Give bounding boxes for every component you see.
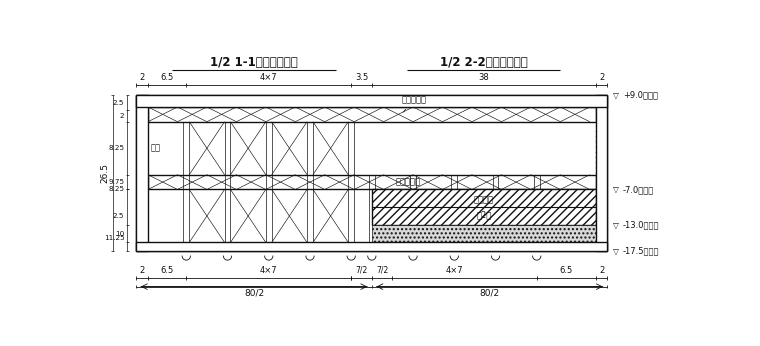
Bar — [136, 95, 148, 251]
Text: 8.25: 8.25 — [109, 186, 125, 192]
Text: 吊杆: 吊杆 — [151, 144, 161, 153]
Text: 2.5: 2.5 — [113, 100, 125, 106]
Bar — [136, 95, 607, 107]
Text: ▽: ▽ — [613, 220, 619, 229]
Text: 7/2: 7/2 — [356, 266, 368, 275]
Text: 8.25: 8.25 — [109, 145, 125, 151]
Bar — [372, 190, 596, 225]
Text: 2: 2 — [140, 73, 144, 82]
Text: 80/2: 80/2 — [480, 289, 499, 298]
Bar — [148, 107, 596, 122]
Bar — [596, 95, 607, 251]
Text: 2: 2 — [120, 113, 125, 119]
Text: 6.5: 6.5 — [559, 266, 573, 275]
Text: 9.75: 9.75 — [109, 179, 125, 185]
Text: ▽: ▽ — [613, 185, 619, 194]
Text: 1/2 1-1（封底施工）: 1/2 1-1（封底施工） — [211, 56, 298, 69]
Text: -7.0承台顶: -7.0承台顶 — [622, 185, 654, 194]
Text: 顶层内支撑: 顶层内支撑 — [401, 95, 426, 112]
Text: 浇注承台: 浇注承台 — [473, 195, 494, 204]
Text: 4×7: 4×7 — [260, 73, 277, 82]
Bar — [136, 243, 607, 251]
Text: 6.5: 6.5 — [160, 266, 174, 275]
Text: ▽: ▽ — [613, 247, 619, 256]
Text: 80/2: 80/2 — [244, 289, 264, 298]
Text: 3.5: 3.5 — [355, 73, 368, 82]
Text: -17.5吊箱底: -17.5吊箱底 — [622, 247, 659, 256]
Text: +9.0吊箱顶: +9.0吊箱顶 — [622, 91, 657, 100]
Text: 1/2 2-2（承台施工）: 1/2 2-2（承台施工） — [440, 56, 527, 69]
Text: 2: 2 — [140, 266, 144, 275]
Text: 4×7: 4×7 — [260, 266, 277, 275]
Text: ▽: ▽ — [613, 91, 619, 100]
Text: 2: 2 — [599, 266, 604, 275]
Text: 2: 2 — [599, 73, 604, 82]
Bar — [148, 175, 596, 190]
Text: 26.5: 26.5 — [101, 163, 109, 183]
Text: 11.25: 11.25 — [103, 235, 125, 241]
Bar — [372, 225, 596, 243]
Text: 7/2: 7/2 — [376, 266, 388, 275]
Text: 4×7: 4×7 — [445, 266, 463, 275]
Text: 2.5: 2.5 — [113, 213, 125, 219]
Text: -13.0承台底: -13.0承台底 — [622, 220, 659, 229]
Text: 6.5: 6.5 — [160, 73, 174, 82]
Text: 38: 38 — [478, 73, 489, 82]
Text: 底层内支撑: 底层内支撑 — [395, 177, 420, 186]
Text: 10: 10 — [116, 231, 125, 237]
Text: 分2次: 分2次 — [476, 210, 492, 219]
